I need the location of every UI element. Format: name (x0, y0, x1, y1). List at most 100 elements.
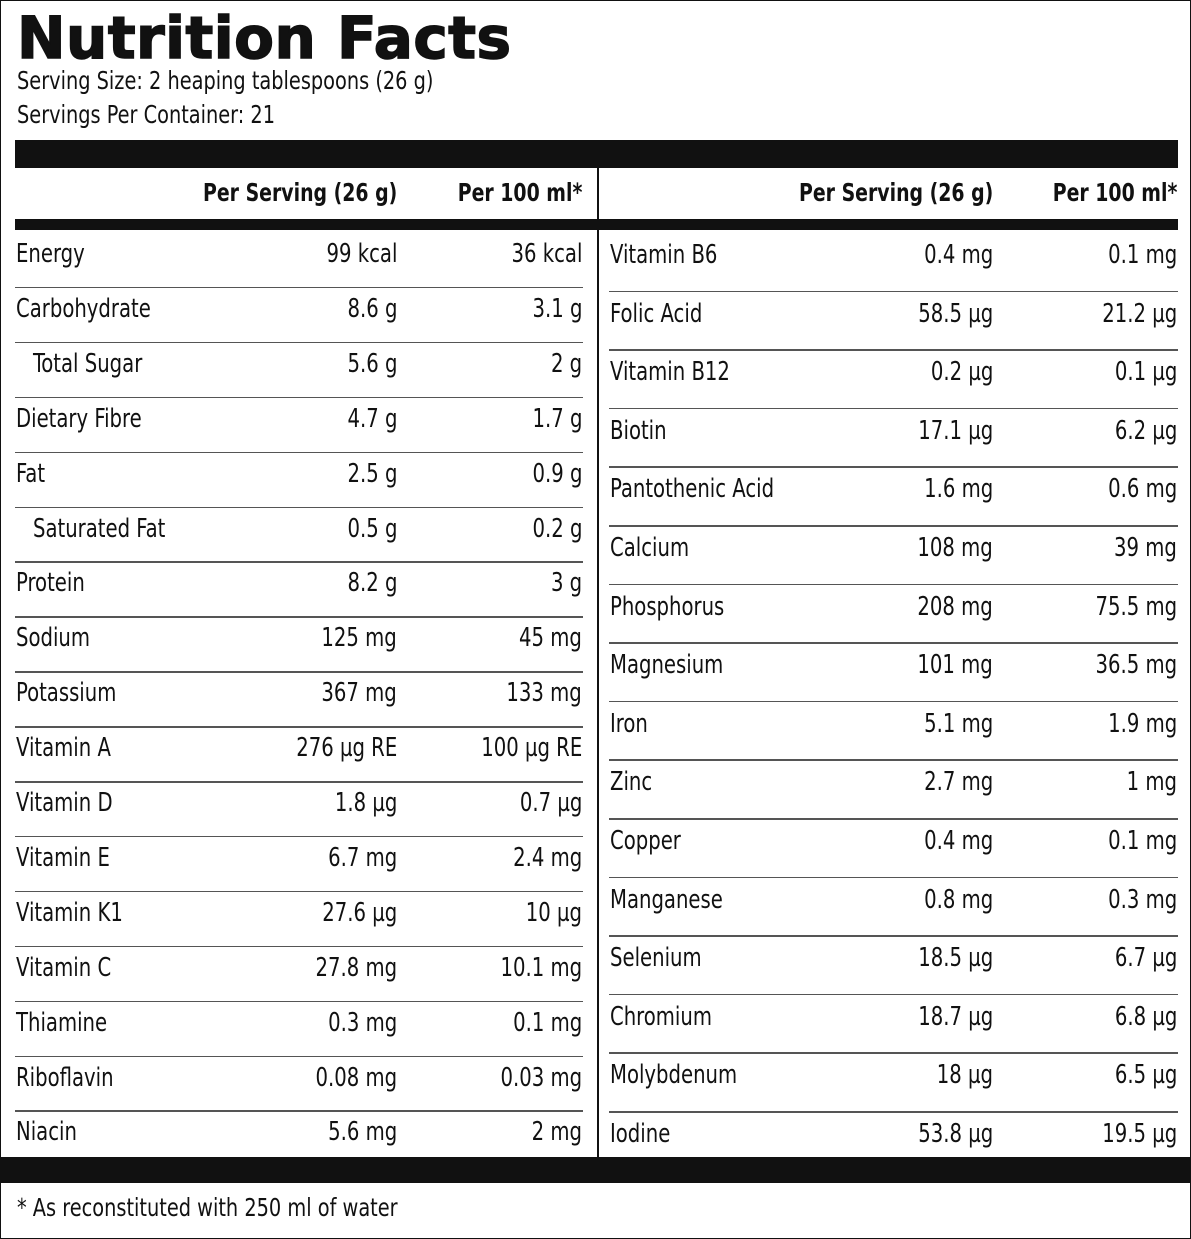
nutrient-name: Saturated Fat (33, 513, 166, 544)
nutrient-per-serving: 5.6 mg (327, 1117, 397, 1148)
left-header-per-100ml: Per 100 ml* (457, 178, 582, 207)
row-divider (609, 583, 1178, 586)
row-divider (609, 1052, 1178, 1054)
nutrient-per-100ml: 2 mg (531, 1117, 582, 1148)
row-divider (15, 671, 583, 673)
nutrient-per-100ml: 0.9 g (532, 458, 582, 489)
nutrient-per-100ml: 0.1 mg (512, 1007, 582, 1038)
nutrient-per-100ml: 19.5 µg (1102, 1119, 1177, 1149)
nutrient-name: Vitamin C (16, 952, 112, 983)
nutrient-per-serving: 1.6 mg (923, 474, 993, 505)
row-divider (15, 341, 583, 344)
right-header-per-100ml: Per 100 ml* (1052, 178, 1177, 207)
nutrient-per-serving: 208 mg (917, 591, 993, 622)
column-divider (597, 168, 599, 1157)
nutrient-per-serving: 0.2 µg (930, 357, 993, 388)
row-divider (609, 466, 1178, 468)
nutrient-per-serving: 0.08 mg (315, 1062, 397, 1093)
nutrient-per-serving: 5.1 mg (923, 708, 993, 739)
nutrient-name: Zinc (610, 767, 653, 798)
nutrient-per-serving: 2.5 g (347, 458, 397, 489)
nutrient-name: Phosphorus (610, 591, 725, 622)
nutrient-per-serving: 27.6 µg (322, 897, 397, 928)
bottom-thick-bar (1, 1157, 1190, 1183)
row-divider (15, 506, 583, 508)
nutrient-per-serving: 58.5 µg (918, 298, 993, 329)
row-divider (15, 726, 583, 728)
nutrient-per-serving: 125 mg (321, 623, 397, 654)
nutrient-name: Sodium (16, 623, 91, 654)
nutrient-name: Calcium (610, 533, 690, 563)
nutrient-name: Copper (610, 826, 681, 856)
nutrient-name: Potassium (16, 678, 117, 709)
nutrient-per-serving: 0.4 mg (923, 826, 993, 856)
row-divider (15, 286, 583, 289)
nutrient-per-100ml: 0.7 µg (519, 788, 582, 818)
row-divider (15, 781, 583, 783)
nutrient-name: Manganese (610, 884, 723, 915)
nutrient-per-100ml: 0.6 mg (1107, 474, 1177, 505)
row-divider (15, 616, 583, 618)
nutrient-per-100ml: 0.3 mg (1107, 884, 1177, 915)
nutrient-per-serving: 367 mg (321, 678, 397, 709)
nutrient-per-serving: 27.8 mg (315, 952, 397, 983)
row-divider (609, 876, 1178, 879)
nutrient-per-serving: 5.6 g (347, 348, 397, 379)
nutrient-name: Vitamin D (16, 788, 113, 818)
nutrient-per-serving: 6.7 mg (327, 842, 397, 873)
nutrient-per-100ml: 100 µg RE (480, 733, 582, 764)
nutrient-per-serving: 4.7 g (347, 403, 397, 434)
nutrient-per-serving: 18.7 µg (918, 1001, 993, 1032)
nutrient-name: Dietary Fibre (16, 403, 142, 434)
nutrient-per-serving: 1.8 µg (334, 788, 397, 818)
nutrient-per-100ml: 133 mg (506, 678, 582, 709)
serving-size: Serving Size: 2 heaping tablespoons (26 … (17, 66, 434, 95)
nutrient-name: Pantothenic Acid (610, 474, 775, 505)
nutrient-name: Niacin (16, 1117, 77, 1148)
row-divider (15, 396, 583, 399)
row-divider (15, 890, 583, 893)
row-divider (609, 935, 1178, 937)
footnote: * As reconstituted with 250 ml of water (17, 1193, 398, 1222)
nutrient-per-serving: 53.8 µg (918, 1119, 993, 1149)
nutrient-per-serving: 108 mg (917, 533, 993, 563)
nutrient-per-100ml: 0.03 mg (500, 1062, 582, 1093)
row-divider (15, 945, 583, 948)
nutrient-per-100ml: 36.5 mg (1095, 650, 1177, 681)
nutrient-name: Riboflavin (16, 1062, 114, 1093)
nutrient-per-100ml: 2 g (550, 348, 582, 379)
nutrient-per-serving: 0.3 mg (327, 1007, 397, 1038)
nutrient-name: Fat (16, 458, 46, 489)
row-divider (15, 1000, 583, 1003)
row-divider (15, 1055, 583, 1057)
nutrient-per-100ml: 36 kcal (511, 239, 582, 269)
nutrient-name: Total Sugar (33, 348, 143, 379)
row-divider (15, 451, 583, 454)
nutrient-name: Protein (16, 568, 85, 599)
nutrient-per-100ml: 3.1 g (532, 293, 582, 324)
nutrient-name: Vitamin B6 (610, 240, 718, 270)
row-divider (609, 700, 1178, 703)
nutrient-per-serving: 18.5 µg (918, 943, 993, 974)
nutrient-name: Energy (16, 239, 85, 269)
nutrient-per-serving: 17.1 µg (918, 415, 993, 446)
nutrient-name: Selenium (610, 943, 702, 974)
nutrient-name: Molybdenum (610, 1060, 738, 1091)
row-divider (609, 993, 1178, 996)
row-divider (609, 349, 1178, 351)
nutrient-per-100ml: 6.8 µg (1114, 1001, 1177, 1032)
row-divider (609, 1111, 1178, 1113)
nutrient-per-serving: 0.4 mg (923, 240, 993, 270)
nutrient-name: Iodine (610, 1119, 671, 1149)
nutrient-per-serving: 101 mg (917, 650, 993, 681)
nutrient-per-100ml: 0.1 mg (1107, 826, 1177, 856)
row-divider (609, 642, 1178, 644)
left-header-underline (15, 219, 597, 230)
nutrient-per-100ml: 3 g (550, 568, 582, 599)
nutrient-name: Thiamine (16, 1007, 108, 1038)
nutrient-per-100ml: 1.7 g (532, 403, 582, 434)
nutrient-per-serving: 18 µg (936, 1060, 993, 1091)
nutrient-per-serving: 276 µg RE (295, 733, 397, 764)
nutrient-per-100ml: 1.9 mg (1107, 708, 1177, 739)
